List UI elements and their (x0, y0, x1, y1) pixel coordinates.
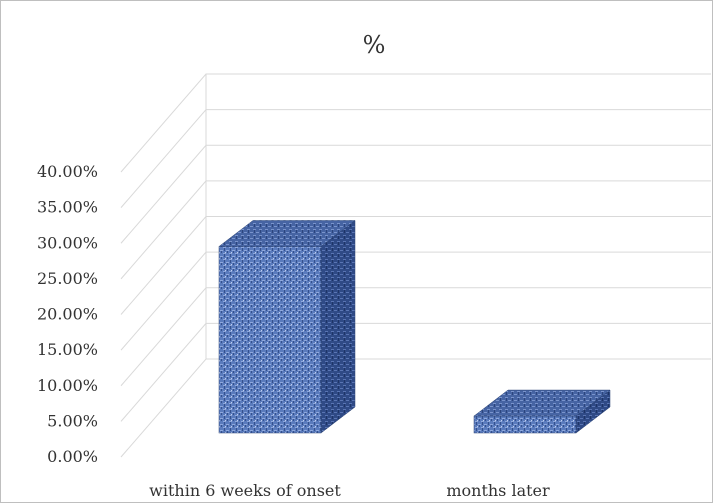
gridline (120, 216, 711, 315)
gridline (120, 180, 711, 280)
y-tick-label: 20.00% (37, 305, 98, 324)
gridline (120, 73, 711, 173)
bar (473, 389, 611, 434)
gridline (120, 287, 711, 387)
gridlines (120, 73, 711, 458)
gridline (120, 144, 711, 244)
bar-front-face (473, 415, 577, 434)
bars (218, 219, 611, 434)
x-category-label: months later (446, 481, 550, 500)
x-axis: within 6 weeks of onset months later (149, 481, 550, 500)
gridline (120, 109, 711, 208)
y-tick-label: 35.00% (37, 198, 98, 217)
gridline (120, 358, 711, 458)
y-tick-label: 15.00% (37, 340, 98, 359)
bar-side-face (320, 219, 356, 434)
y-tick-label: 5.00% (47, 411, 98, 430)
bar-front-face (218, 246, 322, 434)
y-axis: 0.00% 5.00% 10.00% 15.00% 20.00% 25.00% 30.00%… (37, 162, 98, 466)
gridline (120, 251, 711, 351)
y-tick-label: 40.00% (37, 162, 98, 181)
chart-title: % (363, 31, 386, 59)
bar (218, 219, 356, 434)
gridline (120, 322, 711, 422)
x-category-label: within 6 weeks of onset (149, 481, 341, 500)
y-tick-label: 0.00% (47, 447, 98, 466)
y-tick-label: 10.00% (37, 376, 98, 395)
y-tick-label: 25.00% (37, 269, 98, 288)
y-tick-label: 30.00% (37, 233, 98, 252)
